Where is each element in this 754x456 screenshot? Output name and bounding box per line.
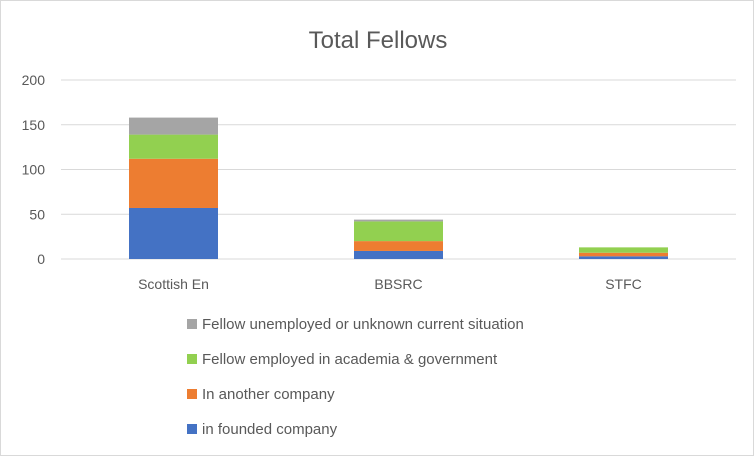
legend-label: Fellow employed in academia & government [202, 351, 498, 368]
legend-swatch [187, 389, 197, 399]
bar-segment [354, 241, 443, 251]
bar-segment [129, 207, 218, 259]
legend-label: In another company [202, 386, 335, 403]
legend-label: in founded company [202, 421, 338, 438]
y-tick-label: 100 [22, 162, 46, 178]
bar-segment [579, 252, 668, 257]
x-tick-label: BBSRC [374, 276, 422, 292]
legend: Fellow unemployed or unknown current sit… [187, 316, 524, 438]
bar-segment [354, 250, 443, 259]
bar-segment [129, 158, 218, 208]
y-tick-label: 150 [22, 117, 46, 133]
bar-segment [129, 134, 218, 159]
y-tick-label: 50 [29, 206, 45, 222]
y-axis-ticks: 0 50 100 150 200 [22, 72, 46, 267]
legend-swatch [187, 319, 197, 329]
bar-segment [579, 256, 668, 259]
bar-segment [354, 221, 443, 242]
legend-label: Fellow unemployed or unknown current sit… [202, 316, 524, 333]
x-axis-ticks: Scottish En BBSRC STFC [138, 276, 642, 292]
x-tick-label: Scottish En [138, 276, 209, 292]
bars [129, 117, 668, 259]
chart-title: Total Fellows [309, 27, 448, 54]
legend-swatch [187, 354, 197, 364]
bar-segment [354, 219, 443, 222]
bar-segment [129, 117, 218, 135]
bar-segment [579, 247, 668, 253]
x-tick-label: STFC [605, 276, 642, 292]
legend-swatch [187, 424, 197, 434]
y-tick-label: 0 [37, 251, 45, 267]
y-tick-label: 200 [22, 72, 46, 88]
